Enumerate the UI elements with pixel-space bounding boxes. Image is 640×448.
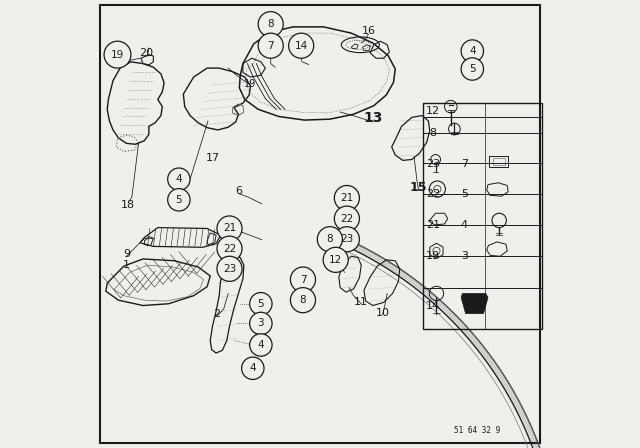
Circle shape — [250, 334, 272, 356]
Circle shape — [258, 12, 284, 37]
Text: 23: 23 — [426, 159, 440, 169]
Text: 4: 4 — [461, 220, 468, 230]
Text: 8: 8 — [429, 128, 436, 138]
Circle shape — [289, 33, 314, 58]
Polygon shape — [461, 293, 488, 314]
Text: 19: 19 — [111, 50, 124, 60]
Text: 22: 22 — [223, 244, 236, 254]
Circle shape — [291, 267, 316, 292]
Text: 7: 7 — [300, 275, 307, 284]
Text: 15: 15 — [410, 181, 428, 194]
Text: 8: 8 — [326, 234, 333, 244]
Text: 16: 16 — [362, 26, 376, 36]
Text: 22: 22 — [426, 189, 440, 198]
Text: 11: 11 — [354, 297, 368, 307]
Text: 14: 14 — [426, 302, 440, 311]
Circle shape — [461, 58, 484, 80]
Text: 21: 21 — [340, 193, 353, 203]
Circle shape — [217, 236, 242, 261]
Circle shape — [168, 168, 190, 190]
Text: 9: 9 — [123, 250, 130, 259]
Text: 7: 7 — [268, 41, 274, 51]
Text: 22: 22 — [340, 214, 353, 224]
Text: 14: 14 — [294, 41, 308, 51]
Text: 5: 5 — [461, 189, 468, 198]
Circle shape — [104, 41, 131, 68]
Text: 5: 5 — [257, 299, 264, 309]
Circle shape — [317, 227, 342, 252]
Text: 12: 12 — [426, 106, 440, 116]
Text: 21: 21 — [223, 224, 236, 233]
Circle shape — [250, 293, 272, 315]
Circle shape — [217, 216, 242, 241]
Text: 19: 19 — [244, 79, 257, 89]
Text: 8: 8 — [300, 295, 307, 305]
Text: 5: 5 — [469, 64, 476, 74]
Text: 17: 17 — [206, 153, 220, 163]
Circle shape — [323, 247, 348, 272]
Text: 5: 5 — [175, 195, 182, 205]
Circle shape — [334, 227, 360, 252]
Circle shape — [241, 357, 264, 379]
Text: 1: 1 — [123, 260, 130, 270]
Text: 4: 4 — [469, 46, 476, 56]
Circle shape — [250, 312, 272, 335]
Text: 19: 19 — [426, 251, 440, 261]
Text: 13: 13 — [363, 111, 383, 125]
Text: 20: 20 — [139, 48, 153, 58]
Text: 3: 3 — [461, 251, 468, 261]
Text: 4: 4 — [257, 340, 264, 350]
Text: 23: 23 — [340, 234, 353, 244]
Text: 23: 23 — [223, 264, 236, 274]
Text: 10: 10 — [376, 308, 390, 318]
Text: 21: 21 — [426, 220, 440, 230]
Text: 2: 2 — [213, 310, 221, 319]
Circle shape — [291, 288, 316, 313]
Text: 4: 4 — [175, 174, 182, 184]
Text: 7: 7 — [461, 159, 468, 169]
Circle shape — [334, 206, 360, 231]
Circle shape — [217, 256, 242, 281]
Text: 8: 8 — [268, 19, 274, 29]
Text: 6: 6 — [235, 186, 242, 196]
Circle shape — [461, 40, 484, 62]
Circle shape — [258, 33, 284, 58]
Text: 18: 18 — [121, 200, 135, 210]
Text: 4: 4 — [250, 363, 256, 373]
Circle shape — [168, 189, 190, 211]
Circle shape — [334, 185, 360, 211]
Text: 51 64 32 9: 51 64 32 9 — [454, 426, 500, 435]
Text: 12: 12 — [329, 255, 342, 265]
Text: 3: 3 — [257, 319, 264, 328]
